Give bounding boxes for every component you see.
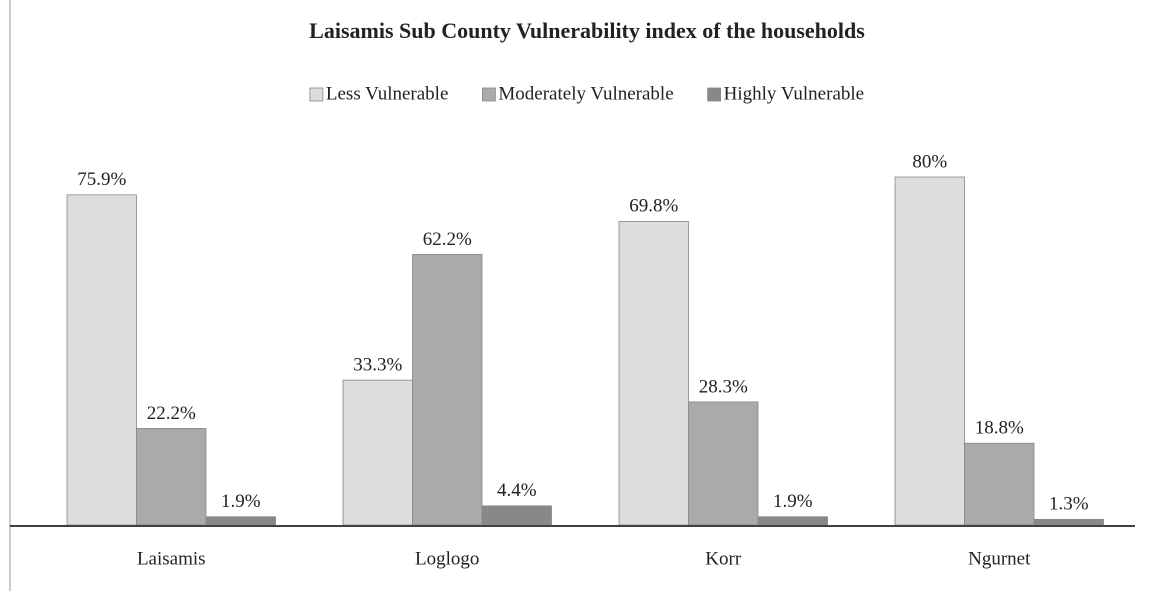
value-label: 69.8% <box>629 196 678 217</box>
value-label: 62.2% <box>423 229 472 250</box>
bar <box>412 254 483 526</box>
legend-label: Moderately Vulnerable <box>498 83 673 104</box>
x-tick-label: Korr <box>705 548 742 569</box>
legend-label: Highly Vulnerable <box>724 83 864 104</box>
bar <box>688 401 759 526</box>
bar <box>618 220 689 526</box>
bar <box>964 442 1035 526</box>
value-label: 1.9% <box>773 491 813 512</box>
value-label: 1.3% <box>1049 494 1089 515</box>
x-tick-label: Laisamis <box>137 548 206 569</box>
x-tick-label: Ngurnet <box>968 548 1031 569</box>
bar <box>66 194 137 526</box>
value-label: 80% <box>912 151 947 172</box>
bar <box>894 176 965 526</box>
legend-swatch <box>309 87 324 102</box>
legend-label: Less Vulnerable <box>326 83 449 104</box>
bar <box>136 428 207 526</box>
x-tick-label: Loglogo <box>415 548 479 569</box>
legend-swatch <box>481 87 496 102</box>
value-label: 18.8% <box>975 418 1024 439</box>
bar <box>205 516 276 526</box>
value-label: 28.3% <box>699 376 748 397</box>
bar <box>342 379 413 526</box>
value-label: 1.9% <box>221 491 261 512</box>
value-label: 33.3% <box>353 355 402 376</box>
value-label: 4.4% <box>497 480 537 501</box>
bar <box>1033 518 1104 526</box>
chart-title: Laisamis Sub County Vulnerability index … <box>309 18 865 43</box>
value-label: 75.9% <box>77 169 126 190</box>
bar <box>481 505 552 526</box>
legend-swatch <box>707 87 722 102</box>
value-label: 22.2% <box>147 403 196 424</box>
bar <box>757 516 828 526</box>
